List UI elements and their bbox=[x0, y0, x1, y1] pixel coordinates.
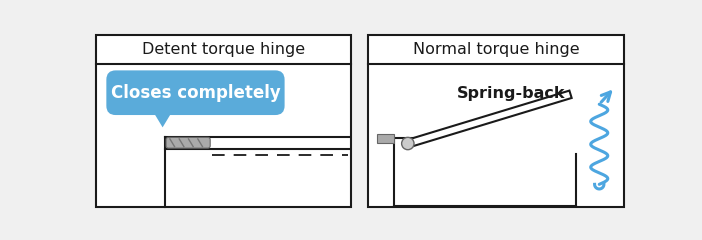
Text: Detent torque hinge: Detent torque hinge bbox=[142, 42, 305, 57]
Bar bbox=[377, 133, 394, 143]
Bar bbox=[369, 35, 624, 207]
FancyBboxPatch shape bbox=[106, 70, 284, 115]
Polygon shape bbox=[408, 91, 571, 147]
Circle shape bbox=[402, 137, 414, 150]
Bar bbox=[95, 35, 351, 207]
Text: Normal torque hinge: Normal torque hinge bbox=[413, 42, 579, 57]
Polygon shape bbox=[153, 112, 172, 127]
Text: Closes completely: Closes completely bbox=[111, 84, 280, 102]
Text: Spring-back: Spring-back bbox=[457, 86, 566, 101]
FancyBboxPatch shape bbox=[166, 137, 210, 148]
